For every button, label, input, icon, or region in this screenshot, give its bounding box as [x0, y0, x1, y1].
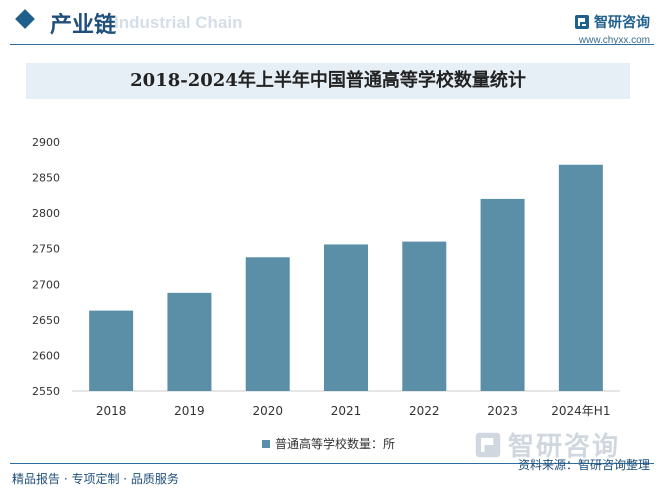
header: 产业链 Industrial Chain 智研咨询 www.chyxx.com: [0, 0, 664, 46]
x-tick-label: 2024年H1: [551, 404, 610, 418]
section-watermark: Industrial Chain: [114, 13, 243, 32]
watermark-brand: 智研咨询: [474, 426, 620, 463]
data-source: 资料来源：智研咨询整理: [517, 458, 650, 472]
chart-title: 2018-2024年上半年中国普通高等学校数量统计: [130, 70, 526, 91]
x-tick-label: 2020: [252, 404, 283, 418]
y-tick-label: 2850: [32, 172, 60, 185]
y-tick-label: 2550: [32, 385, 60, 398]
header-divider: [10, 44, 654, 45]
legend-label: 普通高等学校数量：所: [275, 437, 396, 451]
legend-swatch: [262, 439, 270, 448]
chart-title-band: 2018-2024年上半年中国普通高等学校数量统计: [26, 63, 630, 99]
section-title: 产业链: [50, 13, 117, 38]
bar-2019: [167, 292, 212, 391]
footer-tagline: 精品报告 · 专项定制 · 品质服务: [12, 472, 179, 486]
bar-2020: [245, 257, 290, 391]
watermark-brand-name: 智研咨询: [508, 432, 621, 462]
y-tick-label: 2650: [32, 314, 60, 327]
bar-2021: [324, 244, 368, 391]
watermark-logo-icon: [475, 432, 501, 457]
y-tick-label: 2700: [32, 278, 60, 291]
diamond-icon: [15, 9, 35, 29]
brand-url: www.chyxx.com: [578, 35, 650, 46]
bar-2023: [480, 198, 525, 391]
brand-name: 智研咨询: [594, 15, 650, 31]
x-tick-label: 2019: [174, 404, 205, 418]
y-tick-label: 2800: [32, 207, 60, 220]
x-tick-label: 2018: [96, 404, 127, 418]
bar-2024年H1: [558, 164, 603, 391]
bar-2018: [89, 310, 134, 391]
legend: 普通高等学校数量：所: [262, 435, 395, 452]
bar-chart: 2550 2600 2650 2700 2750 2800 2850 2900 2018 2019…: [32, 136, 620, 418]
brand: 智研咨询: [574, 12, 650, 32]
footer-divider: [10, 463, 654, 464]
y-tick-label: 2600: [32, 349, 60, 362]
x-tick-label: 2021: [331, 404, 362, 418]
x-tick-label: 2023: [487, 404, 518, 418]
y-tick-label: 2750: [32, 243, 60, 256]
bar-2022: [402, 241, 447, 391]
y-tick-label: 2900: [32, 136, 60, 149]
x-tick-label: 2022: [409, 404, 440, 418]
brand-logo-icon: [575, 15, 589, 29]
